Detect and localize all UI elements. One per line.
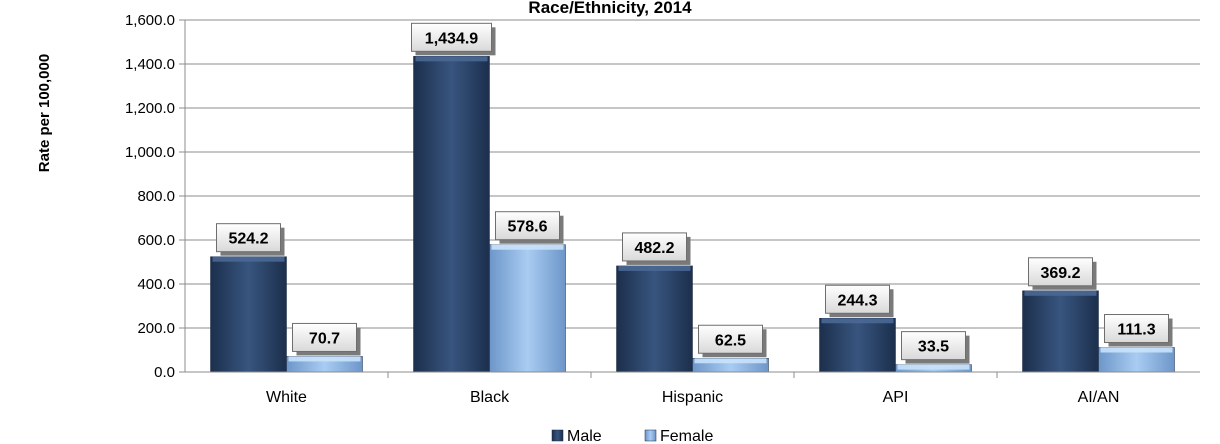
bar-male [1023,291,1099,372]
bar-male [820,318,896,372]
bar-top-highlight [619,266,691,271]
y-tick-label: 800.0 [137,188,175,205]
legend: Male Female [552,428,713,444]
data-label: 33.5 [918,339,949,356]
bar-female [490,245,566,372]
x-tick-label: API [883,389,909,406]
data-label: 62.5 [715,332,746,349]
chart-title: Race/Ethnicity, 2014 [528,0,692,17]
x-axis-ticks: White Black Hispanic API AI/AN [266,372,1119,406]
y-tick-label: 200.0 [137,320,175,337]
bar-top-highlight [1101,348,1173,353]
bar-top-highlight [213,257,285,262]
data-label: 578.6 [507,219,547,236]
y-tick-label: 1,400.0 [125,56,175,73]
y-axis-ticks: 0.0 200.0 400.0 600.0 800.0 1,000.0 1,200.0 1,4… [125,12,185,381]
legend-swatch-female [645,430,656,441]
y-tick-label: 1,600.0 [125,12,175,29]
data-label: 482.2 [634,240,674,257]
x-tick-label: Hispanic [662,389,723,406]
bar-top-highlight [695,358,767,363]
bar-top-highlight [416,56,488,61]
y-tick-label: 1,000.0 [125,144,175,161]
bar-male [211,257,287,372]
legend-label-male: Male [567,428,602,444]
legend-swatch-male [552,430,563,441]
data-label: 111.3 [1117,322,1155,339]
bar-male [617,266,693,372]
data-label: 369.2 [1040,265,1080,282]
bar-top-highlight [898,365,970,370]
bar-male [414,56,490,372]
y-tick-label: 0.0 [154,364,175,381]
bar-top-highlight [289,356,361,361]
data-label: 70.7 [309,330,340,347]
y-tick-label: 1,200.0 [125,100,175,117]
bar-top-highlight [822,318,894,323]
y-axis-label: Rate per 100,000 [36,54,53,172]
x-tick-label: Black [470,389,510,406]
data-label: 244.3 [837,292,877,309]
legend-label-female: Female [660,428,713,444]
bar-top-highlight [1025,291,1097,296]
data-label: 1,434.9 [425,30,478,47]
y-tick-label: 600.0 [137,232,175,249]
x-tick-label: White [266,389,307,406]
data-label: 524.2 [228,231,268,248]
bar-top-highlight [492,245,564,250]
y-tick-label: 400.0 [137,276,175,293]
x-tick-label: AI/AN [1078,389,1120,406]
